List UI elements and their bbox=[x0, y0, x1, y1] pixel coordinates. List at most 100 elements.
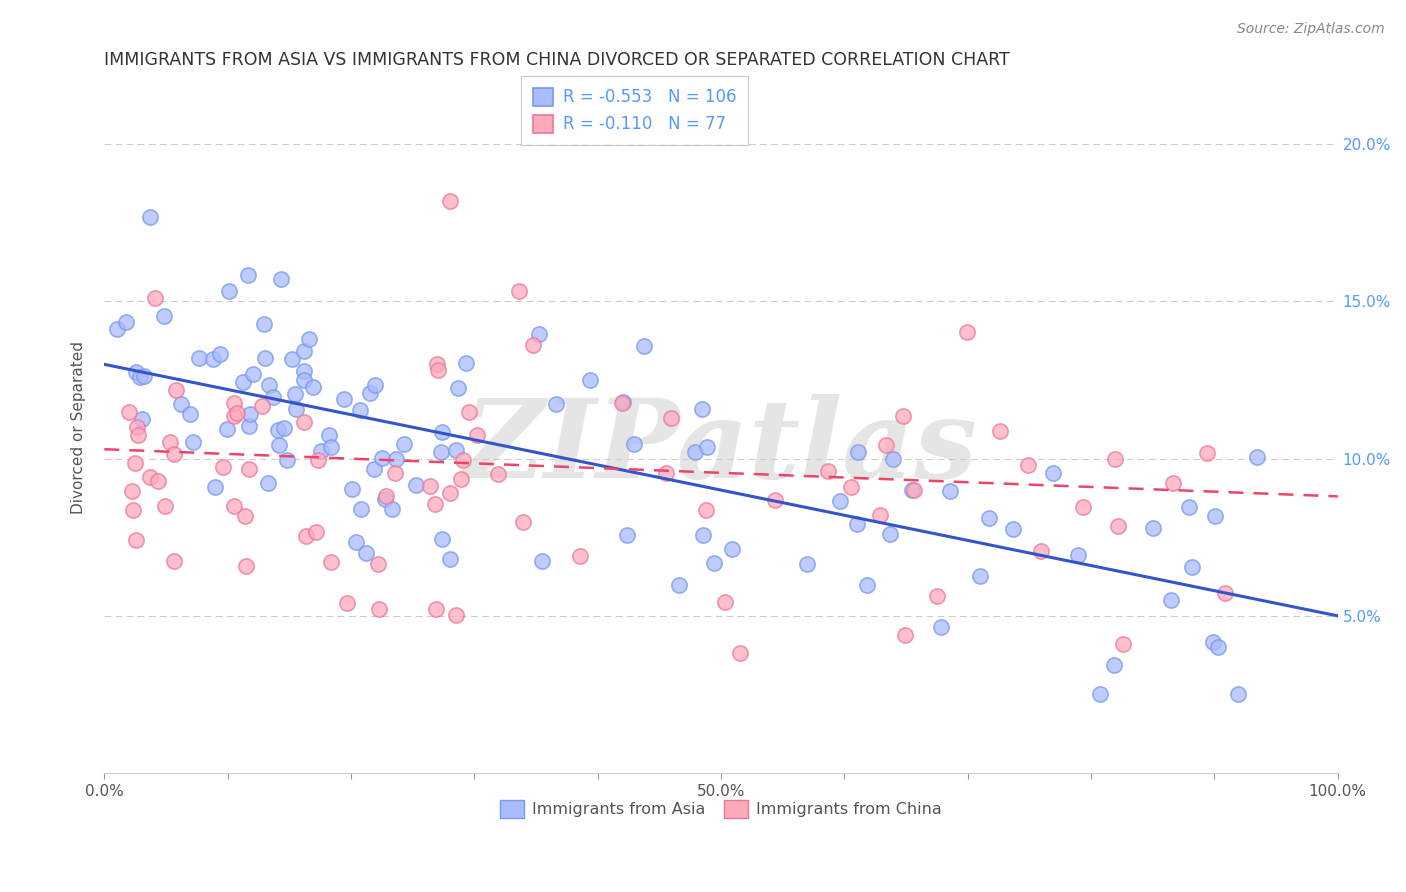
Point bbox=[512, 515, 534, 529]
Point bbox=[714, 595, 737, 609]
Point bbox=[127, 428, 149, 442]
Point bbox=[882, 451, 904, 466]
Point bbox=[132, 369, 155, 384]
Point bbox=[845, 517, 868, 532]
Point bbox=[224, 395, 246, 409]
Point bbox=[655, 467, 678, 481]
Y-axis label: Divorced or Separated: Divorced or Separated bbox=[72, 341, 86, 514]
Point bbox=[956, 326, 979, 340]
Point bbox=[1104, 452, 1126, 467]
Point bbox=[235, 559, 257, 574]
Point bbox=[1195, 446, 1218, 460]
Point bbox=[250, 399, 273, 413]
Point bbox=[1204, 508, 1226, 523]
Point bbox=[430, 425, 453, 440]
Point bbox=[426, 357, 449, 371]
Point bbox=[969, 569, 991, 583]
Point bbox=[201, 352, 224, 367]
Point bbox=[253, 317, 276, 331]
Point bbox=[336, 596, 359, 610]
Point bbox=[846, 445, 869, 459]
Point bbox=[349, 403, 371, 417]
Point bbox=[292, 373, 315, 387]
Point bbox=[321, 440, 343, 454]
Point bbox=[208, 347, 231, 361]
Point bbox=[146, 474, 169, 488]
Point bbox=[367, 558, 389, 572]
Point bbox=[381, 502, 404, 516]
Point bbox=[1161, 475, 1184, 490]
Point bbox=[292, 364, 315, 378]
Point bbox=[1002, 522, 1025, 536]
Point bbox=[891, 409, 914, 423]
Point bbox=[232, 375, 254, 389]
Point bbox=[527, 327, 550, 342]
Point bbox=[121, 483, 143, 498]
Point bbox=[439, 194, 461, 208]
Point bbox=[839, 480, 862, 494]
Point bbox=[363, 461, 385, 475]
Text: IMMIGRANTS FROM ASIA VS IMMIGRANTS FROM CHINA DIVORCED OR SEPARATED CORRELATION : IMMIGRANTS FROM ASIA VS IMMIGRANTS FROM … bbox=[104, 51, 1010, 69]
Point bbox=[139, 469, 162, 483]
Point bbox=[212, 460, 235, 475]
Point bbox=[1029, 544, 1052, 558]
Point bbox=[222, 409, 245, 423]
Point bbox=[456, 356, 478, 370]
Point bbox=[319, 555, 342, 569]
Point bbox=[218, 284, 240, 298]
Point bbox=[423, 497, 446, 511]
Point bbox=[796, 558, 818, 572]
Point bbox=[439, 552, 461, 566]
Point bbox=[159, 435, 181, 450]
Point bbox=[163, 447, 186, 461]
Point bbox=[298, 333, 321, 347]
Point bbox=[375, 489, 398, 503]
Point bbox=[284, 401, 307, 416]
Point bbox=[122, 503, 145, 517]
Point bbox=[1202, 635, 1225, 649]
Point bbox=[1017, 458, 1039, 473]
Point bbox=[239, 407, 262, 421]
Point bbox=[869, 508, 891, 523]
Point bbox=[340, 483, 363, 497]
Point bbox=[405, 478, 427, 492]
Point bbox=[350, 502, 373, 516]
Point bbox=[544, 397, 567, 411]
Point bbox=[344, 535, 367, 549]
Point bbox=[1071, 500, 1094, 515]
Point bbox=[579, 373, 602, 387]
Point bbox=[446, 442, 468, 457]
Point bbox=[236, 268, 259, 282]
Point bbox=[830, 494, 852, 508]
Point bbox=[988, 424, 1011, 438]
Point bbox=[685, 445, 707, 459]
Point bbox=[384, 452, 406, 467]
Point bbox=[267, 423, 290, 437]
Point bbox=[703, 556, 725, 570]
Point bbox=[311, 444, 333, 458]
Point bbox=[124, 457, 146, 471]
Point bbox=[1160, 592, 1182, 607]
Point bbox=[371, 450, 394, 465]
Legend: Immigrants from Asia, Immigrants from China: Immigrants from Asia, Immigrants from Ch… bbox=[494, 794, 949, 824]
Point bbox=[430, 445, 453, 459]
Point bbox=[439, 485, 461, 500]
Point bbox=[138, 211, 160, 225]
Point bbox=[879, 526, 901, 541]
Point bbox=[267, 438, 290, 452]
Point bbox=[623, 437, 645, 451]
Point bbox=[305, 524, 328, 539]
Point bbox=[817, 464, 839, 478]
Point bbox=[569, 549, 592, 564]
Point bbox=[238, 462, 260, 476]
Point bbox=[295, 529, 318, 543]
Point bbox=[1213, 586, 1236, 600]
Point bbox=[292, 415, 315, 429]
Point bbox=[276, 453, 298, 467]
Text: Source: ZipAtlas.com: Source: ZipAtlas.com bbox=[1237, 22, 1385, 37]
Point bbox=[129, 370, 152, 384]
Point bbox=[254, 351, 277, 365]
Point bbox=[1208, 640, 1230, 655]
Point bbox=[188, 351, 211, 365]
Point bbox=[179, 408, 201, 422]
